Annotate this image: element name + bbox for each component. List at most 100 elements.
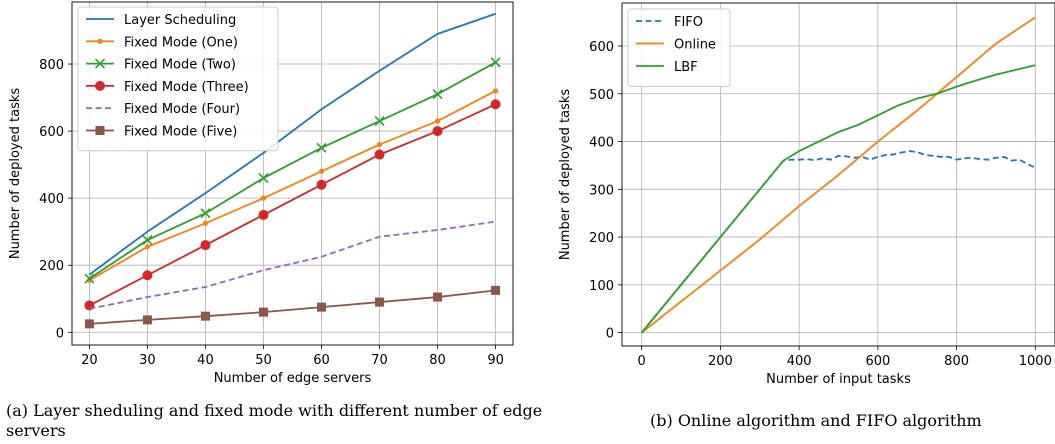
chart0-legend-marker-5 (95, 126, 105, 135)
chart0-legend-box (77, 6, 279, 152)
chart0-series-2-point-2 (200, 208, 211, 219)
chart0-ytick-label-200: 200 (39, 259, 64, 274)
chart0-series-3-point-2 (200, 240, 211, 251)
chart1-xtick-label-600: 600 (865, 354, 890, 369)
chart0-series-5-point-7 (491, 285, 501, 295)
chart0-legend-item-4: Fixed Mode (Four) (86, 102, 240, 117)
chart0-series-5-point-0 (84, 319, 94, 329)
chart0-series-3-point-4 (316, 179, 327, 190)
chart1-legend-label-2: LBF (674, 60, 698, 75)
chart0-xtick-label-90: 90 (487, 353, 504, 368)
chart0-series-3 (84, 99, 501, 311)
chart0-legend-marker-2 (94, 58, 106, 69)
chart1-series-1-line (641, 16, 1036, 334)
chart1-series-0 (640, 150, 1036, 334)
caption-a: (a) Layer sheduling and fixed mode with … (6, 401, 543, 440)
chart1-series-1 (641, 16, 1036, 334)
chart0-series-2 (84, 57, 501, 284)
chart1-ytick-label-0: 0 (606, 327, 614, 342)
chart0-legend-item-0: Layer Scheduling (86, 13, 236, 28)
chart0-legend-label-4: Fixed Mode (Four) (124, 102, 240, 117)
chart1-ytick-label-500: 500 (589, 88, 614, 103)
chart1-ytick-label-400: 400 (589, 136, 614, 151)
chart0-series-1-point-1 (144, 244, 151, 250)
chart0-axes-frame (71, 1, 514, 346)
chart0-xtick-label-40: 40 (197, 353, 214, 368)
chart0-legend-item-3: Fixed Mode (Three) (86, 80, 249, 95)
chart0-series-4-line (89, 220, 496, 310)
chart1-xtick-label-800: 800 (944, 354, 969, 369)
chart1-legend-box (627, 8, 731, 87)
chart0-xtick-label-70: 70 (371, 353, 388, 368)
chart0-ytick-label-400: 400 (39, 192, 64, 207)
chart0-series-5-point-6 (433, 292, 443, 302)
chart0-xtick-label-30: 30 (139, 353, 156, 368)
chart0-series-0-line (88, 12, 496, 276)
chart1-xtick-label-0: 0 (638, 354, 646, 369)
chart0-legend-label-1: Fixed Mode (One) (124, 35, 238, 50)
chart1-ytick-label-300: 300 (589, 183, 614, 198)
chart0-series-5-line (89, 289, 496, 325)
chart0-series-3-point-5 (374, 149, 385, 160)
chart0-series-2-point-1 (142, 234, 153, 246)
chart1-xtick-label-200: 200 (708, 354, 733, 369)
chart1-legend-label-1: Online (674, 38, 716, 53)
chart0-ytick-label-800: 800 (39, 58, 64, 73)
chart1-legend-label-0: FIFO (674, 15, 703, 30)
chart0-series-2-point-7 (490, 57, 501, 68)
chart1-series-2 (640, 64, 1036, 334)
chart0-series-1-point-2 (202, 220, 209, 226)
chart0-series-5-point-1 (142, 315, 152, 325)
chart1-xtick-label-400: 400 (787, 354, 812, 369)
chart0-legend: Layer Scheduling Fixed Mode (One) Fixed Mo… (77, 6, 279, 152)
chart1-x-axis-label: Number of input tasks (766, 372, 911, 387)
chart0-legend-item-2: Fixed Mode (Two) (86, 58, 236, 73)
chart0-series-0 (88, 12, 496, 276)
chart1-ytick-label-200: 200 (589, 231, 614, 246)
chart0-series-2-point-5 (374, 115, 385, 127)
chart1-legend-item-2: LBF (636, 60, 698, 75)
chart1-series-0-line (640, 150, 1036, 334)
chart0-legend-label-0: Layer Scheduling (124, 13, 236, 28)
chart0-legend-marker-1 (97, 38, 103, 44)
chart0-x-axis-label: Number of edge servers (214, 371, 372, 386)
chart0-series-1-point-5 (376, 141, 383, 148)
chart0-series-3-point-3 (258, 209, 269, 220)
chart0-legend-item-1: Fixed Mode (One) (86, 35, 238, 50)
chart0-series-1-point-3 (260, 195, 267, 201)
chart0-series-2-point-6 (432, 89, 443, 100)
chart0-series-2-line (88, 61, 497, 280)
chart0-series-3-line (88, 103, 496, 307)
chart0-ytick-label-600: 600 (39, 125, 64, 140)
chart0-xtick-label-50: 50 (255, 353, 272, 368)
chart0-ytick-label-0: 0 (56, 326, 64, 341)
chart1-legend: FIFO Online LBF (627, 8, 731, 87)
chart0-plot-area (84, 12, 501, 329)
chart0-xtick-label-60: 60 (313, 353, 330, 368)
chart1-plot-area (640, 16, 1036, 334)
chart0-legend-marker-3 (95, 80, 105, 91)
chart0-series-5 (84, 285, 501, 329)
chart0-series-2-point-4 (316, 142, 327, 153)
chart1-legend-item-0: FIFO (636, 15, 703, 30)
chart0-series-1-line (88, 90, 497, 282)
chart1-legend-item-1: Online (636, 38, 716, 53)
chart0-series-5-point-4 (317, 302, 327, 312)
chart0-xtick-label-80: 80 (429, 353, 446, 368)
chart0-legend-label-2: Fixed Mode (Two) (124, 58, 236, 73)
chart0-series-5-point-2 (200, 311, 210, 321)
chart1-ytick-label-600: 600 (589, 40, 614, 55)
chart0-series-3-point-6 (432, 126, 443, 137)
chart0-legend-item-5: Fixed Mode (Five) (86, 125, 237, 140)
chart0-series-3-point-7 (490, 99, 501, 110)
chart1-series-2-line (640, 64, 1036, 334)
chart0-legend-label-3: Fixed Mode (Three) (124, 80, 249, 95)
chart0-series-3-point-1 (142, 270, 153, 281)
chart0-series-5-point-3 (258, 307, 268, 317)
chart0-series-4 (89, 220, 496, 310)
caption-b: (b) Online algorithm and FIFO algorithm (650, 411, 982, 430)
chart1-y-axis-label: Number of deployed tasks (558, 89, 573, 261)
chart1-ytick-label-100: 100 (589, 279, 614, 294)
